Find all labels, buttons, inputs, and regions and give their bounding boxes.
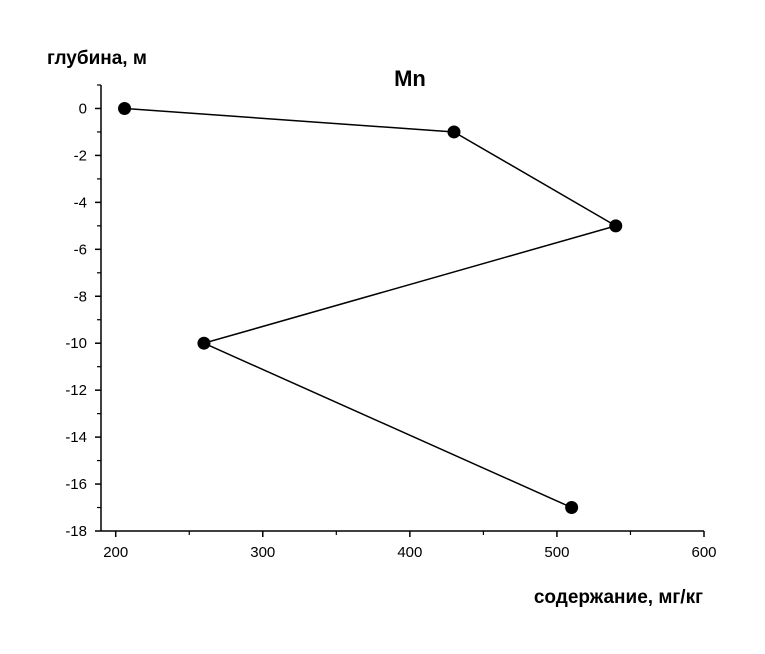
x-tick-label: 600 — [691, 544, 716, 561]
data-point — [447, 125, 461, 139]
y-tick-label: -18 — [65, 523, 87, 540]
y-tick-label: -8 — [74, 288, 87, 305]
y-tick-label: -4 — [74, 194, 87, 211]
y-tick-label: -16 — [65, 476, 87, 493]
y-tick-label: -12 — [65, 382, 87, 399]
y-tick-label: -14 — [65, 429, 87, 446]
y-tick-label: -6 — [74, 241, 87, 258]
data-point — [197, 336, 211, 350]
x-tick-label: 300 — [250, 544, 275, 561]
data-point — [565, 501, 579, 515]
chart-title: Mn — [394, 66, 426, 91]
series-line — [124, 107, 618, 509]
x-tick-label: 500 — [544, 544, 569, 561]
data-point — [609, 219, 623, 233]
series-layer — [118, 101, 623, 515]
y-tick-label: 0 — [79, 100, 87, 117]
x-axis-title: содержание, мг/кг — [534, 587, 703, 608]
y-tick-label: -10 — [65, 335, 87, 352]
x-tick-label: 400 — [397, 544, 422, 561]
y-tick-label: -2 — [74, 147, 87, 164]
ticks-layer: 200 300 400 500 600 0 -2 -4 -6 -8 -10 -12 -14 -16 -18 — [65, 84, 717, 561]
data-point — [118, 101, 132, 115]
y-axis-title: глубина, м — [47, 48, 147, 69]
x-tick-label: 200 — [103, 544, 128, 561]
